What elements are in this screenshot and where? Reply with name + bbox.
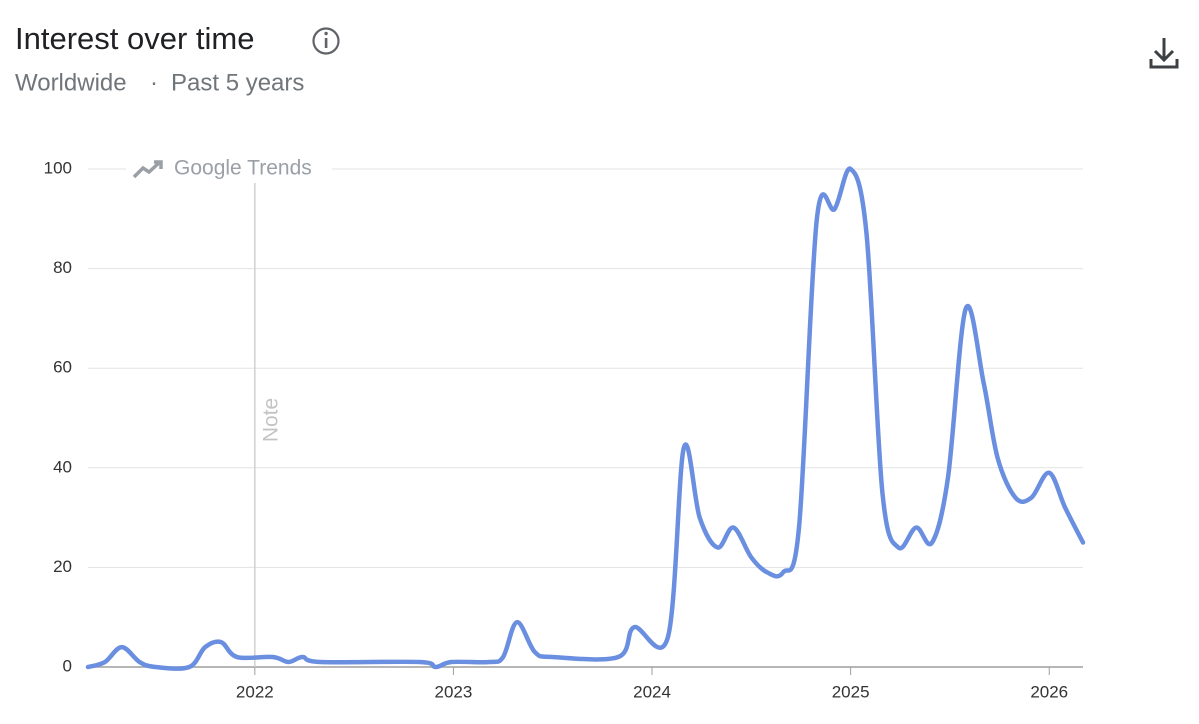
y-tick-label: 40 (53, 457, 72, 476)
subtitle-sep: · (150, 69, 158, 96)
subtitle-region: Worldwide (15, 69, 127, 96)
download-arrow (1153, 38, 1175, 63)
y-tick-label: 100 (44, 158, 72, 177)
y-tick-label: 60 (53, 358, 72, 377)
trends-icon (132, 160, 163, 179)
info-dot (324, 31, 328, 36)
x-tick-label: 2022 (236, 682, 274, 701)
x-tick-label: 2023 (435, 682, 473, 701)
download-tray (1149, 59, 1179, 69)
subtitle-period: Past 5 years (171, 69, 304, 96)
y-tick-label: 20 (53, 557, 72, 576)
y-tick-label: 0 (63, 656, 72, 675)
note-label: Note (259, 398, 282, 442)
trend-line (85, 166, 1086, 671)
x-tick-label: 2026 (1030, 682, 1068, 701)
x-tick-label: 2025 (832, 682, 870, 701)
x-tick-label: 2024 (633, 682, 671, 701)
info-stem (324, 38, 328, 48)
y-tick-label: 80 (53, 258, 72, 277)
download-button[interactable] (1149, 38, 1179, 69)
plot: 0 20 40 60 80 100 2022 2023 2024 2025 2026 Note (44, 158, 1086, 701)
watermark-text: Google Trends (174, 157, 312, 180)
chart-title: Interest over time (15, 21, 254, 56)
info-icon[interactable] (312, 27, 340, 55)
info-circle (312, 27, 340, 55)
watermark: Google Trends (126, 155, 332, 183)
